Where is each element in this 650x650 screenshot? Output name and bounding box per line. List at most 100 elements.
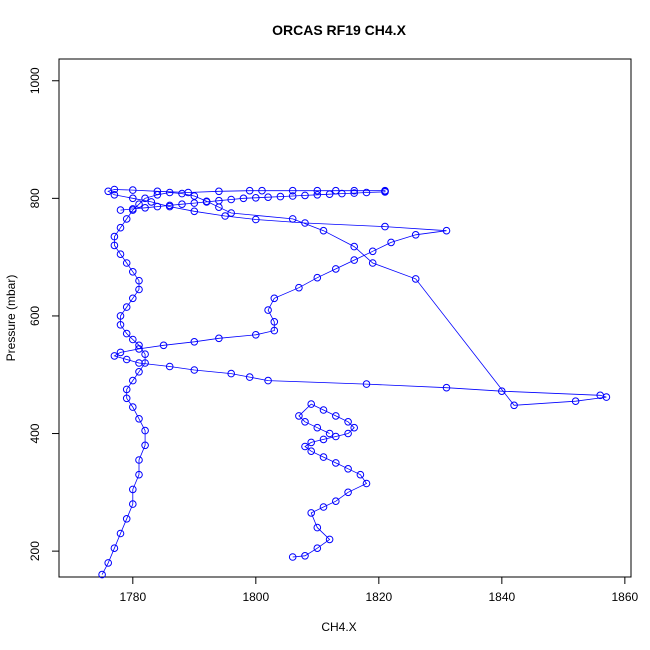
data-point: [129, 294, 137, 303]
data-point: [135, 359, 143, 367]
data-point: [332, 412, 340, 420]
data-point: [110, 352, 119, 360]
x-axis-label: CH4.X: [321, 620, 356, 634]
data-point: [301, 418, 309, 426]
data-point: [184, 188, 192, 197]
data-point: [239, 194, 248, 203]
data-point: [190, 192, 199, 200]
data-point: [141, 426, 149, 435]
data-point: [135, 285, 143, 294]
data-point: [350, 189, 359, 197]
data-point: [190, 338, 199, 346]
data-point: [307, 438, 316, 447]
data-point: [571, 397, 580, 406]
data-point: [116, 250, 125, 258]
data-point: [313, 273, 322, 282]
data-point: [135, 345, 143, 353]
data-point: [221, 212, 229, 220]
data-point: [116, 312, 125, 320]
data-point: [510, 401, 518, 410]
data-point: [215, 334, 223, 343]
data-point: [129, 194, 137, 203]
x-tick-label: 1860: [611, 590, 638, 604]
data-point: [190, 199, 199, 207]
data-point: [227, 369, 235, 378]
y-tick-label: 1000: [28, 67, 42, 94]
data-point: [122, 394, 131, 403]
x-axis: 1780 1800 1820 1840 1860: [119, 576, 639, 604]
data-point: [319, 453, 328, 461]
data-point: [116, 529, 125, 538]
y-axis: 200 400 600 800 1000: [28, 67, 60, 561]
data-point: [129, 268, 137, 276]
data-point: [350, 256, 359, 264]
data-point: [301, 219, 309, 227]
x-tick-label: 1840: [488, 590, 515, 604]
data-point: [301, 191, 309, 200]
data-point: [325, 190, 334, 198]
data-point: [301, 552, 309, 560]
data-point: [135, 368, 143, 376]
data-point: [129, 376, 137, 385]
data-point: [442, 383, 451, 392]
data-point: [381, 222, 389, 231]
data-point: [307, 447, 316, 456]
data-point: [215, 196, 223, 205]
data-point: [498, 387, 506, 396]
x-tick-label: 1800: [242, 590, 269, 604]
data-point: [122, 385, 131, 394]
data-point: [129, 205, 137, 213]
data-point: [258, 186, 266, 195]
series-line: [101, 189, 607, 575]
data-point: [245, 373, 254, 381]
data-point: [135, 200, 143, 208]
data-point: [307, 400, 316, 408]
data-point: [122, 329, 131, 338]
data-point: [295, 283, 303, 292]
y-tick-label: 800: [28, 188, 42, 208]
data-point: [338, 189, 346, 198]
data-point: [165, 201, 174, 210]
data-point: [319, 503, 328, 511]
data-point: [301, 442, 309, 451]
data-point: [165, 188, 174, 197]
data-point: [313, 523, 322, 532]
series-line: [292, 403, 368, 558]
data-point: [110, 544, 119, 553]
data-point: [387, 238, 395, 247]
data-point: [141, 350, 149, 359]
data-point: [129, 186, 137, 194]
plot-frame: [58, 58, 632, 578]
data-point: [147, 198, 156, 206]
data-point: [332, 432, 340, 441]
data-point: [116, 223, 125, 232]
data-point: [165, 362, 174, 371]
data-point: [116, 348, 125, 357]
data-point: [295, 412, 303, 420]
data-point: [350, 186, 359, 195]
data-point: [344, 418, 352, 426]
data-point: [129, 485, 137, 494]
data-point: [135, 415, 143, 423]
data-point: [190, 366, 199, 374]
data-point: [368, 259, 377, 267]
data-point: [215, 187, 223, 196]
chart-title: ORCAS RF19 CH4.X: [272, 22, 406, 38]
data-point: [319, 406, 328, 414]
data-point: [270, 294, 279, 303]
data-point: [596, 391, 605, 400]
data-point: [411, 231, 420, 239]
data-point: [313, 186, 322, 195]
data-point: [313, 544, 322, 553]
data-point: [332, 497, 340, 506]
data-point: [344, 465, 352, 473]
data-point: [178, 200, 186, 208]
y-axis-label: Pressure (mbar): [4, 275, 18, 362]
data-point: [135, 470, 143, 479]
data-point: [227, 195, 235, 204]
data-point: [264, 306, 272, 314]
data-point: [264, 193, 272, 201]
data-point: [190, 207, 199, 216]
data-point: [227, 209, 235, 217]
data-point: [276, 192, 285, 201]
